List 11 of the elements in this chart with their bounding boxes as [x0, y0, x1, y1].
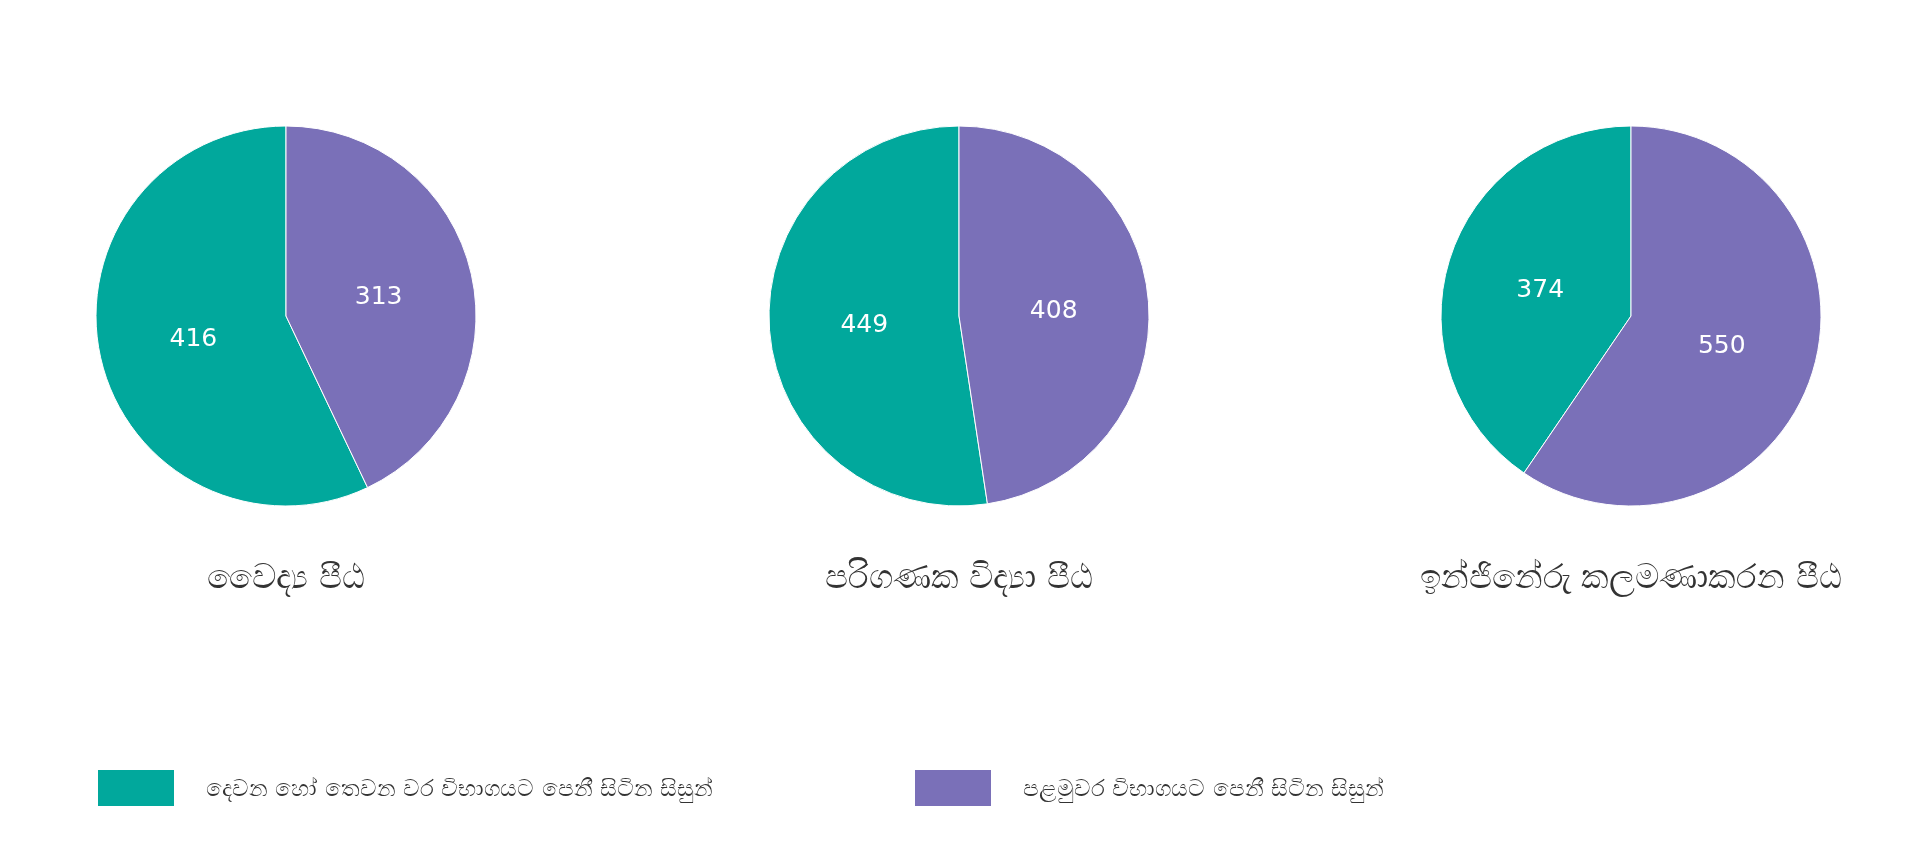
text: ඉන්ජිනේරු කලමණාකරන පීඨ — [1419, 556, 1843, 597]
legend-label: පළමුවර විභාගයට පෙනී සිටින සිසුන් — [1023, 775, 1385, 804]
data-label: 550 — [1697, 329, 1746, 359]
data-label: 416 — [169, 322, 218, 352]
data-label: 313 — [354, 280, 403, 310]
text: වෛද්‍ය පීඨ — [207, 556, 365, 597]
data-label: 449 — [840, 308, 889, 338]
data-label: 408 — [1029, 294, 1078, 324]
legend-label: දෙවන හෝ තෙවන වර විභාගයට පෙනී සිටින සිසුන් — [206, 775, 714, 804]
data-label: 374 — [1516, 273, 1565, 303]
text: පරිගණක විද්‍යා පීඨ — [824, 556, 1094, 597]
